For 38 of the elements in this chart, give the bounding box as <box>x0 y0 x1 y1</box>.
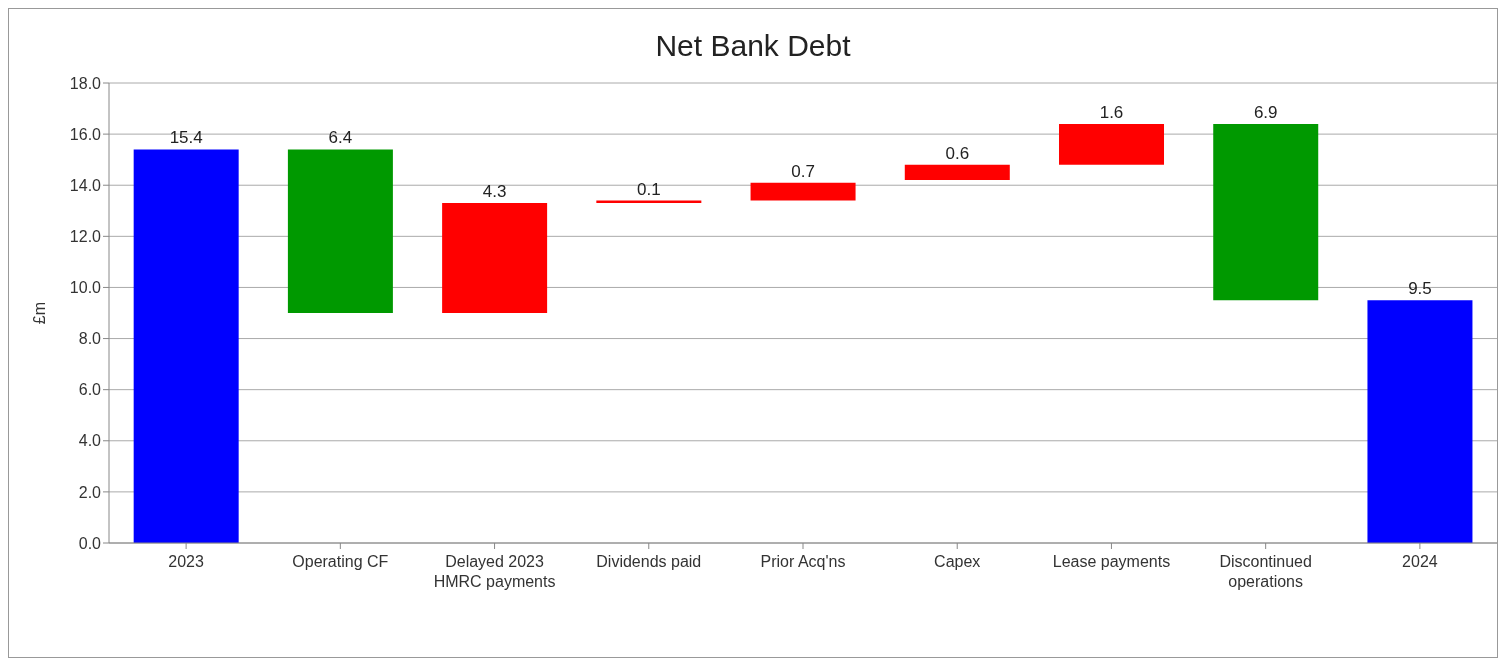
bar <box>442 203 548 313</box>
data-label: 4.3 <box>482 182 507 202</box>
x-tick-label: 2023 <box>168 553 205 570</box>
y-axis-title: £m <box>30 301 48 325</box>
y-tick-label: 18.0 <box>69 74 102 92</box>
data-label: 0.6 <box>945 143 970 163</box>
x-tick-label: Prior Acq'ns <box>760 553 846 570</box>
data-label: 6.9 <box>1253 102 1278 122</box>
x-tick-label: Discontinued operations <box>1219 553 1312 590</box>
bar <box>904 164 1010 181</box>
y-tick-label: 2.0 <box>78 483 102 501</box>
bar <box>1213 123 1319 301</box>
x-tick-label: Capex <box>934 553 981 570</box>
y-tick-label: 16.0 <box>69 125 102 143</box>
y-tick-label: 10.0 <box>69 279 102 297</box>
bar <box>1059 123 1165 165</box>
data-label: 1.6 <box>1099 102 1124 122</box>
data-label: 9.5 <box>1408 279 1432 299</box>
x-tick-label: Dividends paid <box>596 553 702 570</box>
data-label: 15.4 <box>169 128 203 148</box>
bar <box>750 182 856 201</box>
chart-title: Net Bank Debt <box>654 29 852 63</box>
bar <box>287 149 393 313</box>
y-tick-label: 0.0 <box>78 534 102 552</box>
x-tick-label: 2024 <box>1402 553 1438 570</box>
x-tick-label: Delayed 2023 HMRC payments <box>433 553 556 590</box>
bar <box>1367 300 1473 543</box>
bar <box>133 149 239 543</box>
y-tick-label: 8.0 <box>78 330 102 348</box>
y-tick-label: 12.0 <box>69 228 102 246</box>
y-tick-label: 6.0 <box>78 381 102 399</box>
data-label: 0.7 <box>791 161 815 181</box>
data-label: 0.1 <box>637 179 661 199</box>
y-tick-label: 14.0 <box>69 176 102 194</box>
x-tick-label: Lease payments <box>1052 553 1171 570</box>
x-tick-label: Operating CF <box>292 553 389 570</box>
y-tick-label: 4.0 <box>78 432 102 450</box>
data-label: 6.4 <box>328 128 353 148</box>
